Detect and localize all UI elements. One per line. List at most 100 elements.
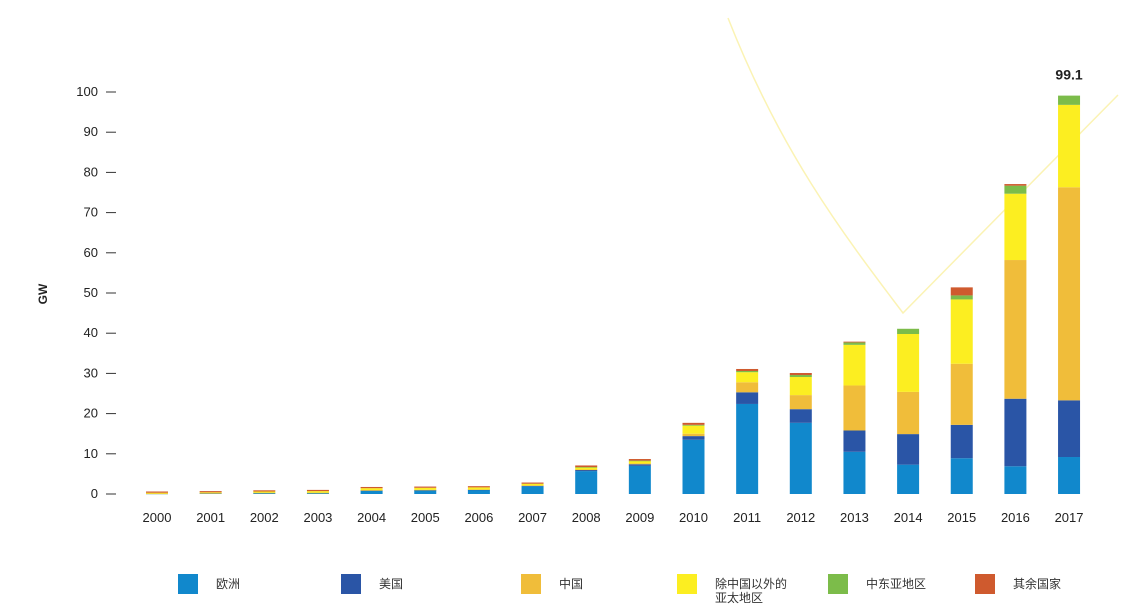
bar-segment [414, 489, 437, 491]
bar-segment [1004, 185, 1027, 194]
bar-segment [843, 430, 866, 452]
bar-segment [253, 490, 276, 492]
annotations: 99.1 [1055, 67, 1082, 83]
y-tick-label: 30 [84, 365, 98, 380]
bar-segment [1004, 193, 1027, 261]
bar-segment [950, 424, 973, 459]
legend-label: 除中国以外的亚太地区 [715, 577, 788, 605]
x-tick-label: 2014 [894, 510, 923, 525]
bar-segment [467, 487, 490, 490]
x-tick-label: 2015 [947, 510, 976, 525]
bar-segment [575, 469, 598, 471]
bar-segment [1004, 260, 1027, 399]
bar-segment [575, 467, 598, 468]
bar-segment [897, 434, 920, 465]
bar-segment [682, 422, 705, 425]
bar-segment [199, 493, 222, 494]
bar-segment [575, 467, 598, 470]
y-tick-label: 40 [84, 325, 98, 340]
legend-label: 中国 [559, 577, 584, 591]
bar-segment [843, 342, 866, 345]
x-axis: 2000 2001 2002 2003 2004 2005 2006 2007 2008 2009… [143, 510, 1084, 525]
bar-segment [950, 363, 973, 425]
legend-swatch [178, 574, 198, 594]
bar-segment [253, 491, 276, 493]
bar-segment [575, 469, 598, 472]
x-tick-label: 2008 [572, 510, 601, 525]
y-tick-label: 70 [84, 205, 98, 220]
y-tick-label: 50 [84, 285, 98, 300]
bar-segment [628, 465, 651, 494]
bar-segment [253, 492, 276, 494]
bar-segment [1004, 466, 1027, 494]
x-tick-label: 2001 [196, 510, 225, 525]
bar-segment [736, 370, 759, 373]
legend-swatch [521, 574, 541, 594]
bar-segment [628, 460, 651, 462]
legend-item: 其余国家 [975, 574, 1061, 594]
bar-segment [306, 489, 329, 492]
bar-segment [950, 458, 973, 494]
x-tick-label: 2011 [733, 510, 761, 525]
y-tick-label: 90 [84, 124, 98, 139]
legend-label: 中东亚地区 [866, 577, 927, 591]
bar-segment [736, 392, 759, 404]
bar-segment [843, 341, 866, 343]
bar-segment [843, 451, 866, 494]
bar-segment [1058, 104, 1081, 188]
legend-item: 欧洲 [178, 574, 240, 594]
bar-segment [736, 368, 759, 371]
bar-segment [414, 490, 437, 494]
bar-segment [467, 489, 490, 490]
bar-segment [736, 382, 759, 393]
x-tick-label: 2016 [1001, 510, 1030, 525]
y-tick-label: 10 [84, 446, 98, 461]
y-tick-label: 0 [91, 486, 98, 501]
x-tick-label: 2012 [786, 510, 815, 525]
legend-swatch [677, 574, 697, 594]
y-tick-label: 20 [84, 406, 98, 421]
decorative-curve [727, 17, 1119, 315]
bar-segment [199, 491, 222, 493]
bar-segment [628, 463, 651, 465]
x-tick-label: 2000 [143, 510, 172, 525]
bar-segment [360, 490, 383, 491]
bar-segment [575, 465, 598, 468]
bar-segment [950, 295, 973, 300]
bar-segment [897, 334, 920, 392]
bar-segment [682, 433, 705, 437]
bar-segment [843, 385, 866, 431]
y-tick-label: 100 [76, 84, 98, 99]
x-tick-label: 2006 [464, 510, 493, 525]
bar-segment [146, 491, 168, 493]
legend-label: 其余国家 [1013, 577, 1062, 591]
bar-segment [682, 424, 705, 426]
legend-label: 欧洲 [216, 577, 241, 591]
bar-segment [414, 486, 437, 488]
legend-item: 中国 [521, 574, 583, 594]
x-tick-label: 2013 [840, 510, 869, 525]
x-tick-label: 2009 [625, 510, 654, 525]
bar-segment [414, 487, 437, 490]
bar-segment [306, 492, 329, 494]
bar-segment [628, 459, 651, 461]
bar-segment [521, 486, 544, 494]
legend-item: 中东亚地区 [828, 574, 926, 594]
y-tick-label: 60 [84, 245, 98, 260]
bar-segment [360, 488, 383, 491]
bar-segment [360, 486, 383, 489]
bar-segment [1058, 457, 1081, 494]
bar-segment [789, 395, 812, 410]
bar-segment [1004, 398, 1027, 467]
bar-segment [575, 471, 598, 494]
bar-segment [467, 486, 490, 488]
legend-label: 美国 [379, 577, 404, 591]
x-tick-label: 2017 [1055, 510, 1084, 525]
bar-segment [306, 492, 329, 494]
bar-segment [682, 436, 705, 440]
x-tick-label: 2003 [303, 510, 332, 525]
x-tick-label: 2005 [411, 510, 440, 525]
legend: 欧洲 美国 中国 除中国以外的亚太地区 中东亚地区 其余国家 [0, 570, 1124, 608]
bar-segment [950, 299, 973, 364]
bar-segment [736, 403, 759, 494]
